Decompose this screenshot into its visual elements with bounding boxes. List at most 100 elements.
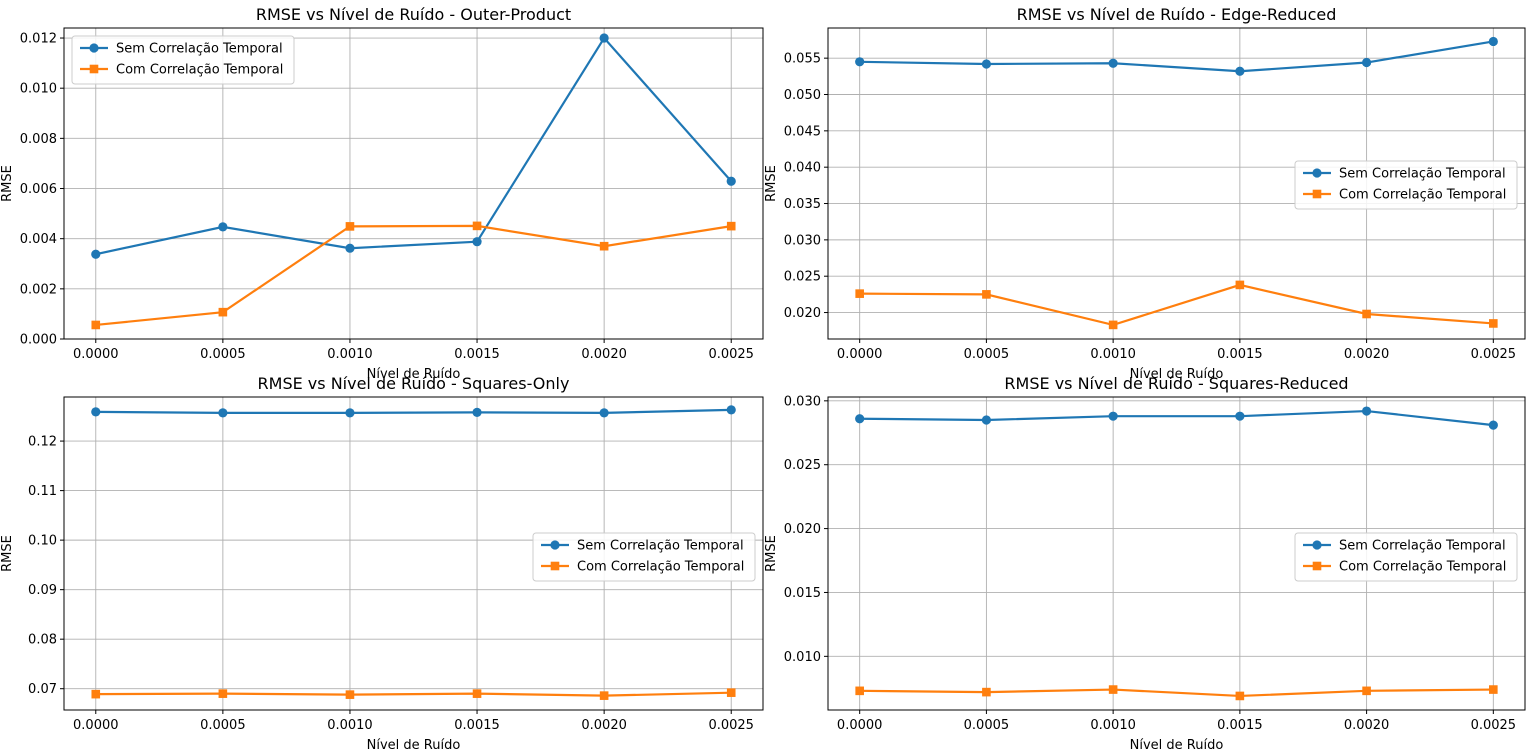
y-tick-label: 0.10 xyxy=(28,534,57,549)
legend-marker xyxy=(1312,561,1322,571)
chart-panel-4: 0.0000 0.0005 0.0010 0.0015 0.0020 0.0025 0.01… xyxy=(764,374,1526,753)
data-point xyxy=(91,689,101,699)
data-point xyxy=(1488,420,1498,430)
legend-entry: Com Correlação Temporal xyxy=(1339,188,1506,203)
legend: Sem Correlação Temporal Com Correlação Te… xyxy=(532,532,756,582)
data-point xyxy=(1108,320,1118,330)
y-tick-label: 0.025 xyxy=(784,458,821,473)
plot-frame xyxy=(63,27,764,340)
y-tick-label: 0.010 xyxy=(784,650,821,665)
data-point xyxy=(855,414,865,424)
data-point xyxy=(345,690,355,699)
y-tick-label: 0.004 xyxy=(20,232,57,247)
series-line xyxy=(859,40,1494,73)
y-tick-label: 0.07 xyxy=(28,682,57,697)
x-tick-label: 0.0025 xyxy=(708,347,754,362)
data-point xyxy=(218,408,228,418)
x-tick-label: 0.0020 xyxy=(1344,718,1390,733)
y-tick-label: 0.002 xyxy=(20,282,57,297)
y-tick-label: 0.020 xyxy=(784,306,821,321)
y-axis-label: RMSE xyxy=(764,165,779,202)
x-tick-label: 0.0020 xyxy=(581,718,627,733)
x-tick-label: 0.0010 xyxy=(1090,347,1136,362)
data-point xyxy=(726,688,736,697)
series-line xyxy=(859,409,1494,427)
legend-box xyxy=(71,35,295,85)
chart-title: RMSE vs Nível de Ruído - Edge-Reduced xyxy=(1017,5,1337,24)
x-tick-label: 0.0020 xyxy=(581,347,627,362)
chart-panel-3: 0.0000 0.0005 0.0010 0.0015 0.0020 0.0025 0.07… xyxy=(0,374,764,753)
legend: Sem Correlação Temporal Com Correlação Te… xyxy=(1294,160,1518,210)
legend-entry: Sem Correlação Temporal xyxy=(1339,167,1506,182)
data-point xyxy=(599,241,609,251)
data-point xyxy=(472,221,482,231)
data-point xyxy=(345,243,355,253)
legend: Sem Correlação Temporal Com Correlação Te… xyxy=(1294,532,1518,582)
y-axis-label: RMSE xyxy=(764,535,779,572)
legend: Sem Correlação Temporal Com Correlação Te… xyxy=(71,35,295,85)
y-tick-label: 0.030 xyxy=(784,233,821,248)
y-tick-label: 0.008 xyxy=(20,132,57,147)
data-point xyxy=(982,290,991,299)
series-line xyxy=(859,283,1494,327)
data-point xyxy=(982,687,991,697)
x-tick-label: 0.0025 xyxy=(708,718,754,733)
series-line xyxy=(95,691,732,697)
series-line xyxy=(95,408,732,414)
plot-frame xyxy=(63,396,764,711)
data-point xyxy=(599,33,609,43)
y-tick-label: 0.040 xyxy=(784,161,821,176)
data-point xyxy=(855,289,864,298)
legend-marker xyxy=(550,540,560,550)
x-axis-label: Nível de Ruído xyxy=(1130,738,1224,753)
x-tick-label: 0.0005 xyxy=(200,718,246,733)
data-point xyxy=(91,320,101,330)
y-tick-label: 0.020 xyxy=(784,522,821,537)
plot-frame xyxy=(827,396,1526,711)
data-point xyxy=(855,57,865,67)
data-point xyxy=(1361,406,1372,416)
data-point xyxy=(599,691,609,700)
x-tick-label: 0.0015 xyxy=(454,347,500,362)
legend-entry: Sem Correlação Temporal xyxy=(577,539,744,554)
x-tick-label: 0.0015 xyxy=(1217,718,1263,733)
legend-entry: Com Correlação Temporal xyxy=(577,560,744,575)
data-point xyxy=(218,307,228,317)
legend-entry: Com Correlação Temporal xyxy=(1339,560,1506,575)
x-tick-label: 0.0020 xyxy=(1344,347,1390,362)
y-tick-label: 0.08 xyxy=(28,633,57,648)
data-point xyxy=(1235,66,1245,76)
data-point xyxy=(726,176,736,186)
legend-entry: Sem Correlação Temporal xyxy=(116,42,283,57)
legend-box xyxy=(532,532,756,582)
x-tick-label: 0.0025 xyxy=(1471,718,1517,733)
x-tick-label: 0.0005 xyxy=(200,347,246,362)
y-axis-label: RMSE xyxy=(0,535,15,572)
x-tick-label: 0.0025 xyxy=(1471,347,1517,362)
x-tick-label: 0.0000 xyxy=(837,718,883,733)
legend-box xyxy=(1294,532,1518,582)
plot-frame xyxy=(827,27,1526,340)
legend-marker xyxy=(550,561,560,571)
y-tick-label: 0.09 xyxy=(28,583,57,598)
data-point xyxy=(472,237,482,247)
data-point xyxy=(345,222,355,231)
y-tick-label: 0.030 xyxy=(784,394,821,409)
chart-panel-2: 0.0000 0.0005 0.0010 0.0015 0.0020 0.0025 0.02… xyxy=(764,5,1526,382)
data-point xyxy=(981,415,992,425)
y-tick-label: 0.11 xyxy=(28,484,57,499)
x-tick-label: 0.0015 xyxy=(454,718,500,733)
chart-title: RMSE vs Nível de Ruído - Outer-Product xyxy=(256,5,571,24)
data-point xyxy=(1235,280,1245,290)
y-tick-label: 0.025 xyxy=(784,270,821,285)
y-tick-label: 0.045 xyxy=(784,124,821,139)
data-point xyxy=(91,249,101,259)
data-point xyxy=(726,221,736,231)
data-point xyxy=(1235,411,1245,421)
x-tick-label: 0.0015 xyxy=(1217,347,1263,362)
legend-marker xyxy=(1312,168,1322,178)
data-point xyxy=(1361,57,1372,68)
data-point xyxy=(1362,309,1371,319)
x-tick-label: 0.0005 xyxy=(964,347,1010,362)
